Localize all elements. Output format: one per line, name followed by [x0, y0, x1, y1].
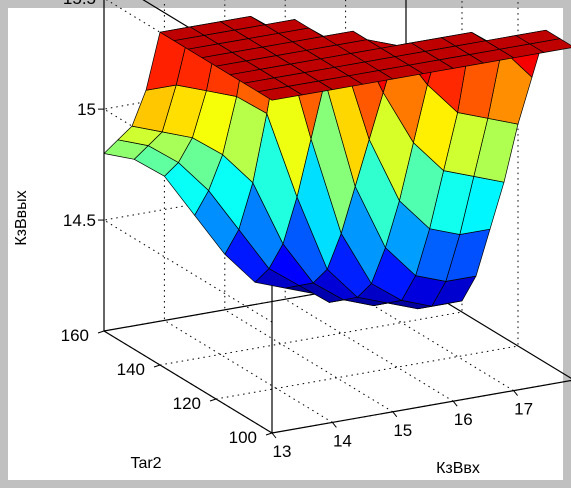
z-tick-label: 15 — [77, 100, 96, 119]
x-tick-mark — [452, 400, 458, 407]
x-axis-label: КзВвх — [436, 460, 480, 477]
y-tick-label: 120 — [173, 394, 201, 413]
z-axis-label: КзВвых — [13, 190, 30, 245]
y-tick-label: 100 — [229, 428, 257, 447]
y-tick-mark — [209, 398, 217, 402]
y-axis-label: Tar2 — [130, 455, 161, 472]
surface-mesh — [103, 15, 571, 310]
x-tick-label: 15 — [393, 421, 412, 440]
x-tick-label: 13 — [273, 442, 292, 461]
y-tick-mark — [265, 432, 273, 436]
z-tick-label: 14.5 — [63, 211, 96, 230]
x-tick-mark — [271, 432, 277, 439]
y-tick-mark — [97, 330, 105, 334]
surface-cell — [257, 86, 303, 101]
x-tick-mark — [332, 422, 337, 428]
x-tick-label: 17 — [514, 400, 533, 419]
x-tick-mark — [392, 411, 398, 418]
x-tick-label: 16 — [454, 410, 473, 429]
axes-box-edge — [103, 330, 273, 434]
y-tick-label: 160 — [61, 326, 89, 345]
y-tick-mark — [153, 364, 161, 368]
y-tick-label: 140 — [117, 360, 145, 379]
z-tick-label: 15.5 — [63, 0, 96, 8]
x-tick-mark — [513, 390, 518, 396]
axes-box-edge — [271, 379, 571, 434]
tick-labels: 13 14 15 16 17 100 120 140 160 14.5 15 15.5 — [61, 0, 533, 461]
x-tick-label: 14 — [333, 431, 352, 450]
